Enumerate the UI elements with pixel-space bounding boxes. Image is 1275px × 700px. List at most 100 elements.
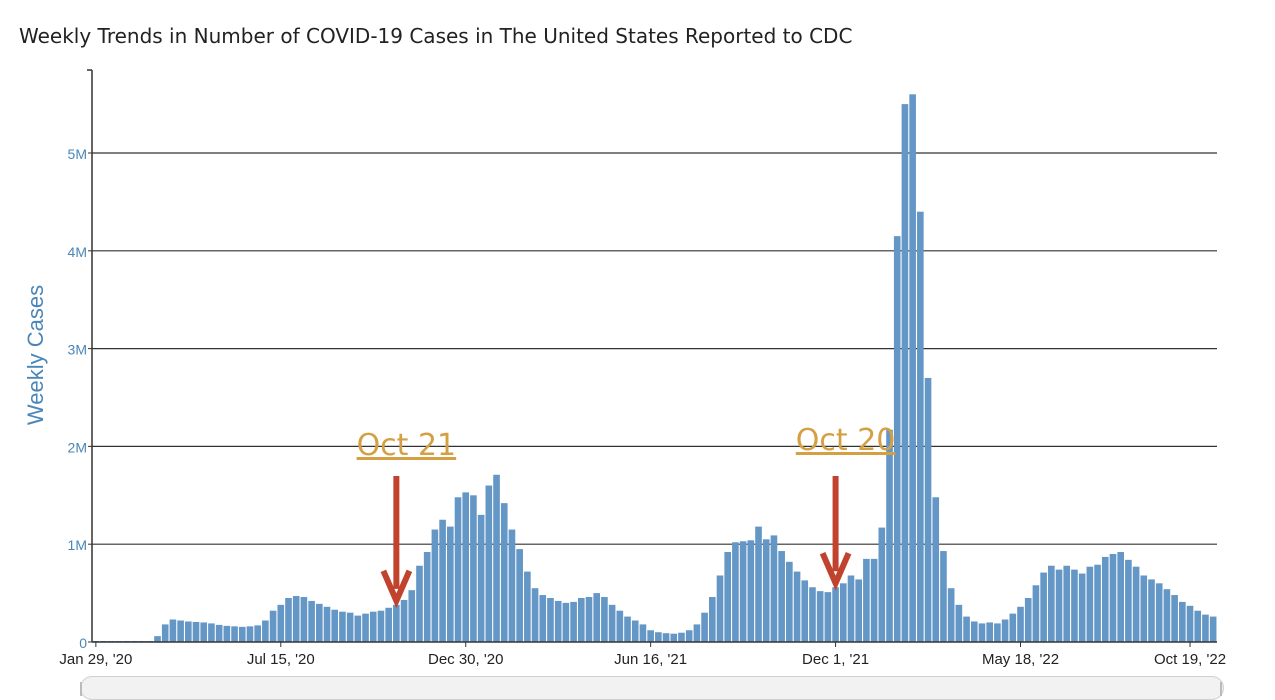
- bar[interactable]: [431, 529, 439, 642]
- bar[interactable]: [454, 497, 462, 642]
- bar[interactable]: [339, 611, 346, 642]
- bar[interactable]: [1140, 575, 1148, 642]
- bar[interactable]: [755, 526, 762, 642]
- bar[interactable]: [1125, 559, 1132, 642]
- bar[interactable]: [839, 583, 847, 642]
- bar[interactable]: [732, 542, 739, 642]
- bar[interactable]: [262, 620, 269, 642]
- bar[interactable]: [531, 588, 539, 642]
- bar[interactable]: [477, 514, 485, 642]
- bar[interactable]: [354, 615, 362, 642]
- bar[interactable]: [970, 621, 978, 642]
- bar[interactable]: [947, 588, 955, 642]
- bar[interactable]: [786, 561, 793, 642]
- bar[interactable]: [678, 632, 685, 642]
- bar[interactable]: [616, 610, 624, 642]
- bar[interactable]: [1048, 565, 1055, 642]
- bar[interactable]: [770, 535, 778, 642]
- bar[interactable]: [1032, 585, 1040, 642]
- bar[interactable]: [1055, 569, 1063, 642]
- bar[interactable]: [670, 633, 678, 642]
- bar[interactable]: [724, 552, 732, 642]
- bar[interactable]: [816, 591, 824, 642]
- bar[interactable]: [185, 621, 192, 642]
- bar[interactable]: [986, 622, 994, 642]
- bar[interactable]: [400, 599, 408, 642]
- bar[interactable]: [1155, 583, 1163, 642]
- bar[interactable]: [585, 597, 593, 642]
- bar[interactable]: [577, 597, 585, 642]
- bar[interactable]: [285, 597, 292, 642]
- bar[interactable]: [662, 633, 670, 642]
- bar[interactable]: [562, 602, 570, 642]
- bar[interactable]: [963, 616, 970, 642]
- bar[interactable]: [1024, 597, 1032, 642]
- bar[interactable]: [1094, 564, 1101, 642]
- bar[interactable]: [863, 558, 870, 642]
- bar[interactable]: [601, 597, 608, 642]
- bar[interactable]: [655, 632, 662, 642]
- bar[interactable]: [300, 597, 308, 642]
- bar[interactable]: [1063, 565, 1071, 642]
- bar[interactable]: [1132, 566, 1140, 642]
- bar[interactable]: [624, 616, 631, 642]
- bar[interactable]: [647, 630, 654, 642]
- bar[interactable]: [208, 623, 215, 642]
- bar[interactable]: [708, 597, 716, 642]
- bar[interactable]: [547, 597, 554, 642]
- bar[interactable]: [1009, 613, 1017, 642]
- bar[interactable]: [1101, 556, 1109, 642]
- bar[interactable]: [955, 604, 963, 642]
- bar[interactable]: [315, 603, 323, 642]
- bar[interactable]: [524, 571, 531, 642]
- bar[interactable]: [292, 596, 300, 642]
- bar[interactable]: [200, 622, 208, 642]
- bar[interactable]: [932, 497, 940, 642]
- bar[interactable]: [369, 611, 377, 642]
- bar[interactable]: [169, 619, 177, 642]
- bar[interactable]: [832, 587, 839, 642]
- bar[interactable]: [346, 612, 354, 642]
- bar[interactable]: [385, 607, 392, 642]
- bar[interactable]: [1179, 601, 1186, 642]
- range-right-handle[interactable]: [1212, 682, 1222, 696]
- bar[interactable]: [462, 492, 470, 642]
- bar[interactable]: [246, 626, 254, 642]
- bar[interactable]: [1001, 619, 1009, 642]
- bar[interactable]: [446, 526, 454, 642]
- bar[interactable]: [762, 539, 770, 642]
- bar[interactable]: [739, 541, 747, 642]
- bar[interactable]: [493, 474, 500, 642]
- bar[interactable]: [909, 94, 916, 642]
- bar[interactable]: [809, 587, 816, 642]
- bar[interactable]: [269, 610, 277, 642]
- bar[interactable]: [1163, 589, 1171, 642]
- bar[interactable]: [331, 609, 339, 642]
- bar[interactable]: [1017, 606, 1024, 642]
- bar[interactable]: [439, 519, 446, 642]
- bar[interactable]: [1186, 605, 1194, 642]
- chart-range-scrollbar[interactable]: [80, 676, 1224, 700]
- bar[interactable]: [855, 579, 863, 642]
- bar[interactable]: [847, 575, 855, 642]
- bar[interactable]: [485, 485, 493, 642]
- bar[interactable]: [423, 552, 431, 642]
- bar[interactable]: [793, 571, 801, 642]
- bar[interactable]: [362, 613, 369, 642]
- bar[interactable]: [608, 604, 616, 642]
- bar[interactable]: [1040, 572, 1047, 642]
- bar[interactable]: [1109, 553, 1117, 642]
- bar[interactable]: [500, 503, 508, 642]
- bar[interactable]: [917, 211, 924, 642]
- bar[interactable]: [570, 601, 577, 642]
- bar[interactable]: [701, 612, 708, 642]
- bar[interactable]: [408, 590, 416, 642]
- bar[interactable]: [639, 624, 647, 642]
- bar[interactable]: [593, 593, 601, 642]
- bar[interactable]: [1171, 595, 1178, 642]
- bar[interactable]: [231, 626, 238, 642]
- bar[interactable]: [238, 626, 246, 642]
- bar[interactable]: [994, 623, 1001, 642]
- bar[interactable]: [693, 624, 701, 642]
- bar[interactable]: [1078, 573, 1086, 642]
